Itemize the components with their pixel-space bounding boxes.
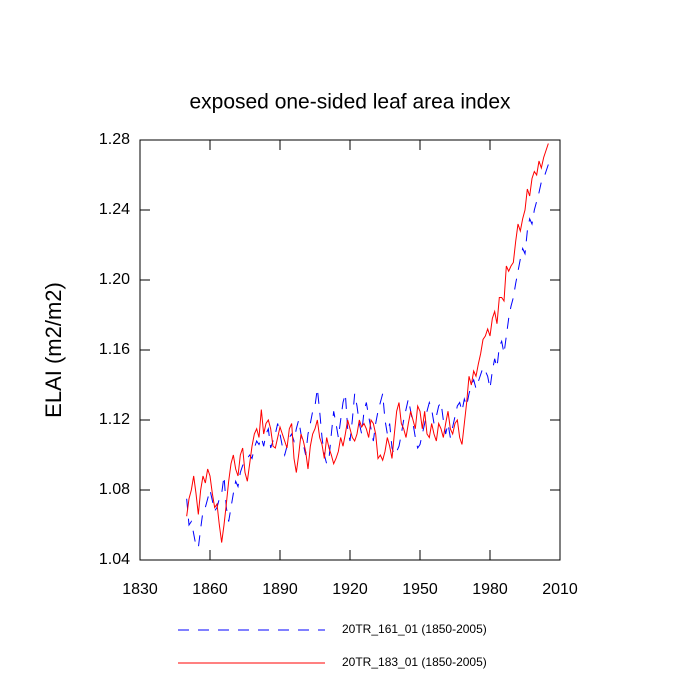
legend-label: 20TR_183_01 (1850-2005): [342, 655, 487, 669]
series-line: [186, 143, 549, 543]
legend-label: 20TR_161_01 (1850-2005): [342, 622, 487, 636]
x-tick-label: 1860: [192, 581, 228, 598]
x-tick-label: 1890: [262, 581, 298, 598]
plot-frame: [139, 139, 561, 561]
x-tick-label: 1980: [472, 581, 508, 598]
x-tick-label: 2010: [542, 581, 578, 598]
x-tick-label: 1920: [332, 581, 368, 598]
x-tick-label: 1830: [122, 581, 158, 598]
y-tick-label: 1.16: [99, 341, 130, 358]
y-tick-label: 1.12: [99, 411, 130, 428]
series-line: [186, 164, 549, 549]
y-axis-label: ELAI (m2/m2): [41, 282, 66, 418]
chart-title: exposed one-sided leaf area index: [189, 91, 511, 114]
y-tick-label: 1.04: [99, 551, 130, 568]
x-tick-label: 1950: [402, 581, 438, 598]
y-tick-label: 1.28: [99, 131, 130, 148]
y-tick-label: 1.24: [99, 201, 130, 218]
y-tick-label: 1.20: [99, 271, 130, 288]
y-tick-label: 1.08: [99, 481, 130, 498]
